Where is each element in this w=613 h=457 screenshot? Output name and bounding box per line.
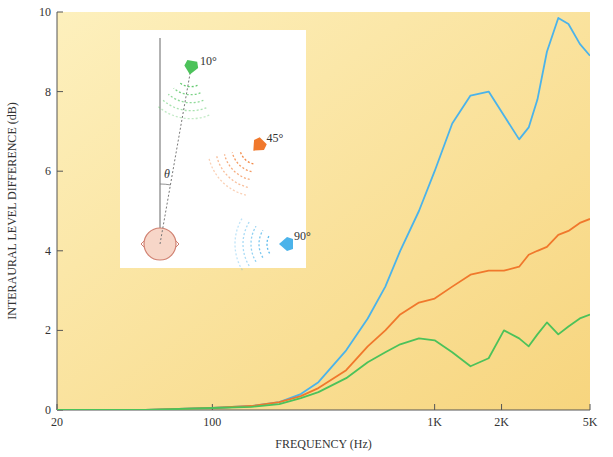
wave-arc — [209, 158, 246, 195]
source-label: 45° — [267, 131, 284, 145]
x-tick-label: 2K — [494, 415, 509, 429]
direction-line — [160, 69, 191, 244]
y-tick-label: 10 — [39, 5, 51, 19]
sound-source — [253, 137, 266, 150]
source-label: 90° — [294, 229, 311, 243]
wave-arc — [267, 235, 270, 254]
wave-arc — [158, 106, 209, 119]
ear — [141, 241, 144, 247]
sound-source — [184, 60, 198, 75]
wave-arc — [243, 222, 249, 266]
inset: 90° 45° 10° θ — [120, 30, 311, 270]
y-axis — [57, 12, 58, 410]
x-tick-label: 100 — [203, 415, 221, 429]
wave-arc — [232, 152, 251, 171]
x-tick-label: 20 — [51, 415, 63, 429]
inset-box — [120, 30, 306, 268]
wave-arc — [179, 82, 198, 87]
angle-arc — [160, 184, 170, 186]
y-tick — [57, 250, 63, 251]
x-tick-label: 5K — [583, 415, 598, 429]
x-axis-title: FREQUENCY (Hz) — [275, 437, 372, 451]
x-tick — [590, 404, 591, 410]
y-tick — [57, 330, 63, 331]
x-tick — [434, 404, 435, 410]
wave-arc — [251, 226, 256, 262]
y-tick-label: 8 — [45, 85, 51, 99]
y-tick — [57, 171, 63, 172]
series-line — [57, 18, 590, 410]
wave-arc — [174, 88, 201, 95]
sound-source — [279, 237, 293, 251]
wave-arc — [163, 100, 206, 111]
wave-arc — [225, 154, 250, 179]
wave-arc — [240, 151, 253, 164]
wave-arc — [217, 156, 248, 187]
x-tick — [501, 404, 502, 410]
ear — [176, 241, 179, 247]
plot-area — [57, 12, 590, 410]
y-axis-title: INTERAURAL LEVEL DIFFERENCE (dB) — [5, 102, 19, 319]
y-tick-label: 6 — [45, 164, 51, 178]
series-line — [57, 219, 590, 410]
x-tick-label: 1K — [427, 415, 442, 429]
y-tick — [57, 12, 63, 13]
wave-arc — [259, 230, 263, 257]
source-label: 10° — [200, 54, 217, 68]
series-line — [57, 314, 590, 410]
x-tick — [212, 404, 213, 410]
chart: 0246810201001K2K5KFREQUENCY (Hz)INTERAUR… — [0, 0, 613, 457]
wave-arc — [168, 94, 203, 103]
midline — [160, 38, 161, 228]
y-tick-label: 2 — [45, 323, 51, 337]
angle-label: θ — [164, 167, 170, 181]
y-tick-label: 4 — [45, 244, 51, 258]
lines — [57, 18, 590, 410]
y-tick — [57, 91, 63, 92]
wave-arc — [235, 218, 242, 270]
